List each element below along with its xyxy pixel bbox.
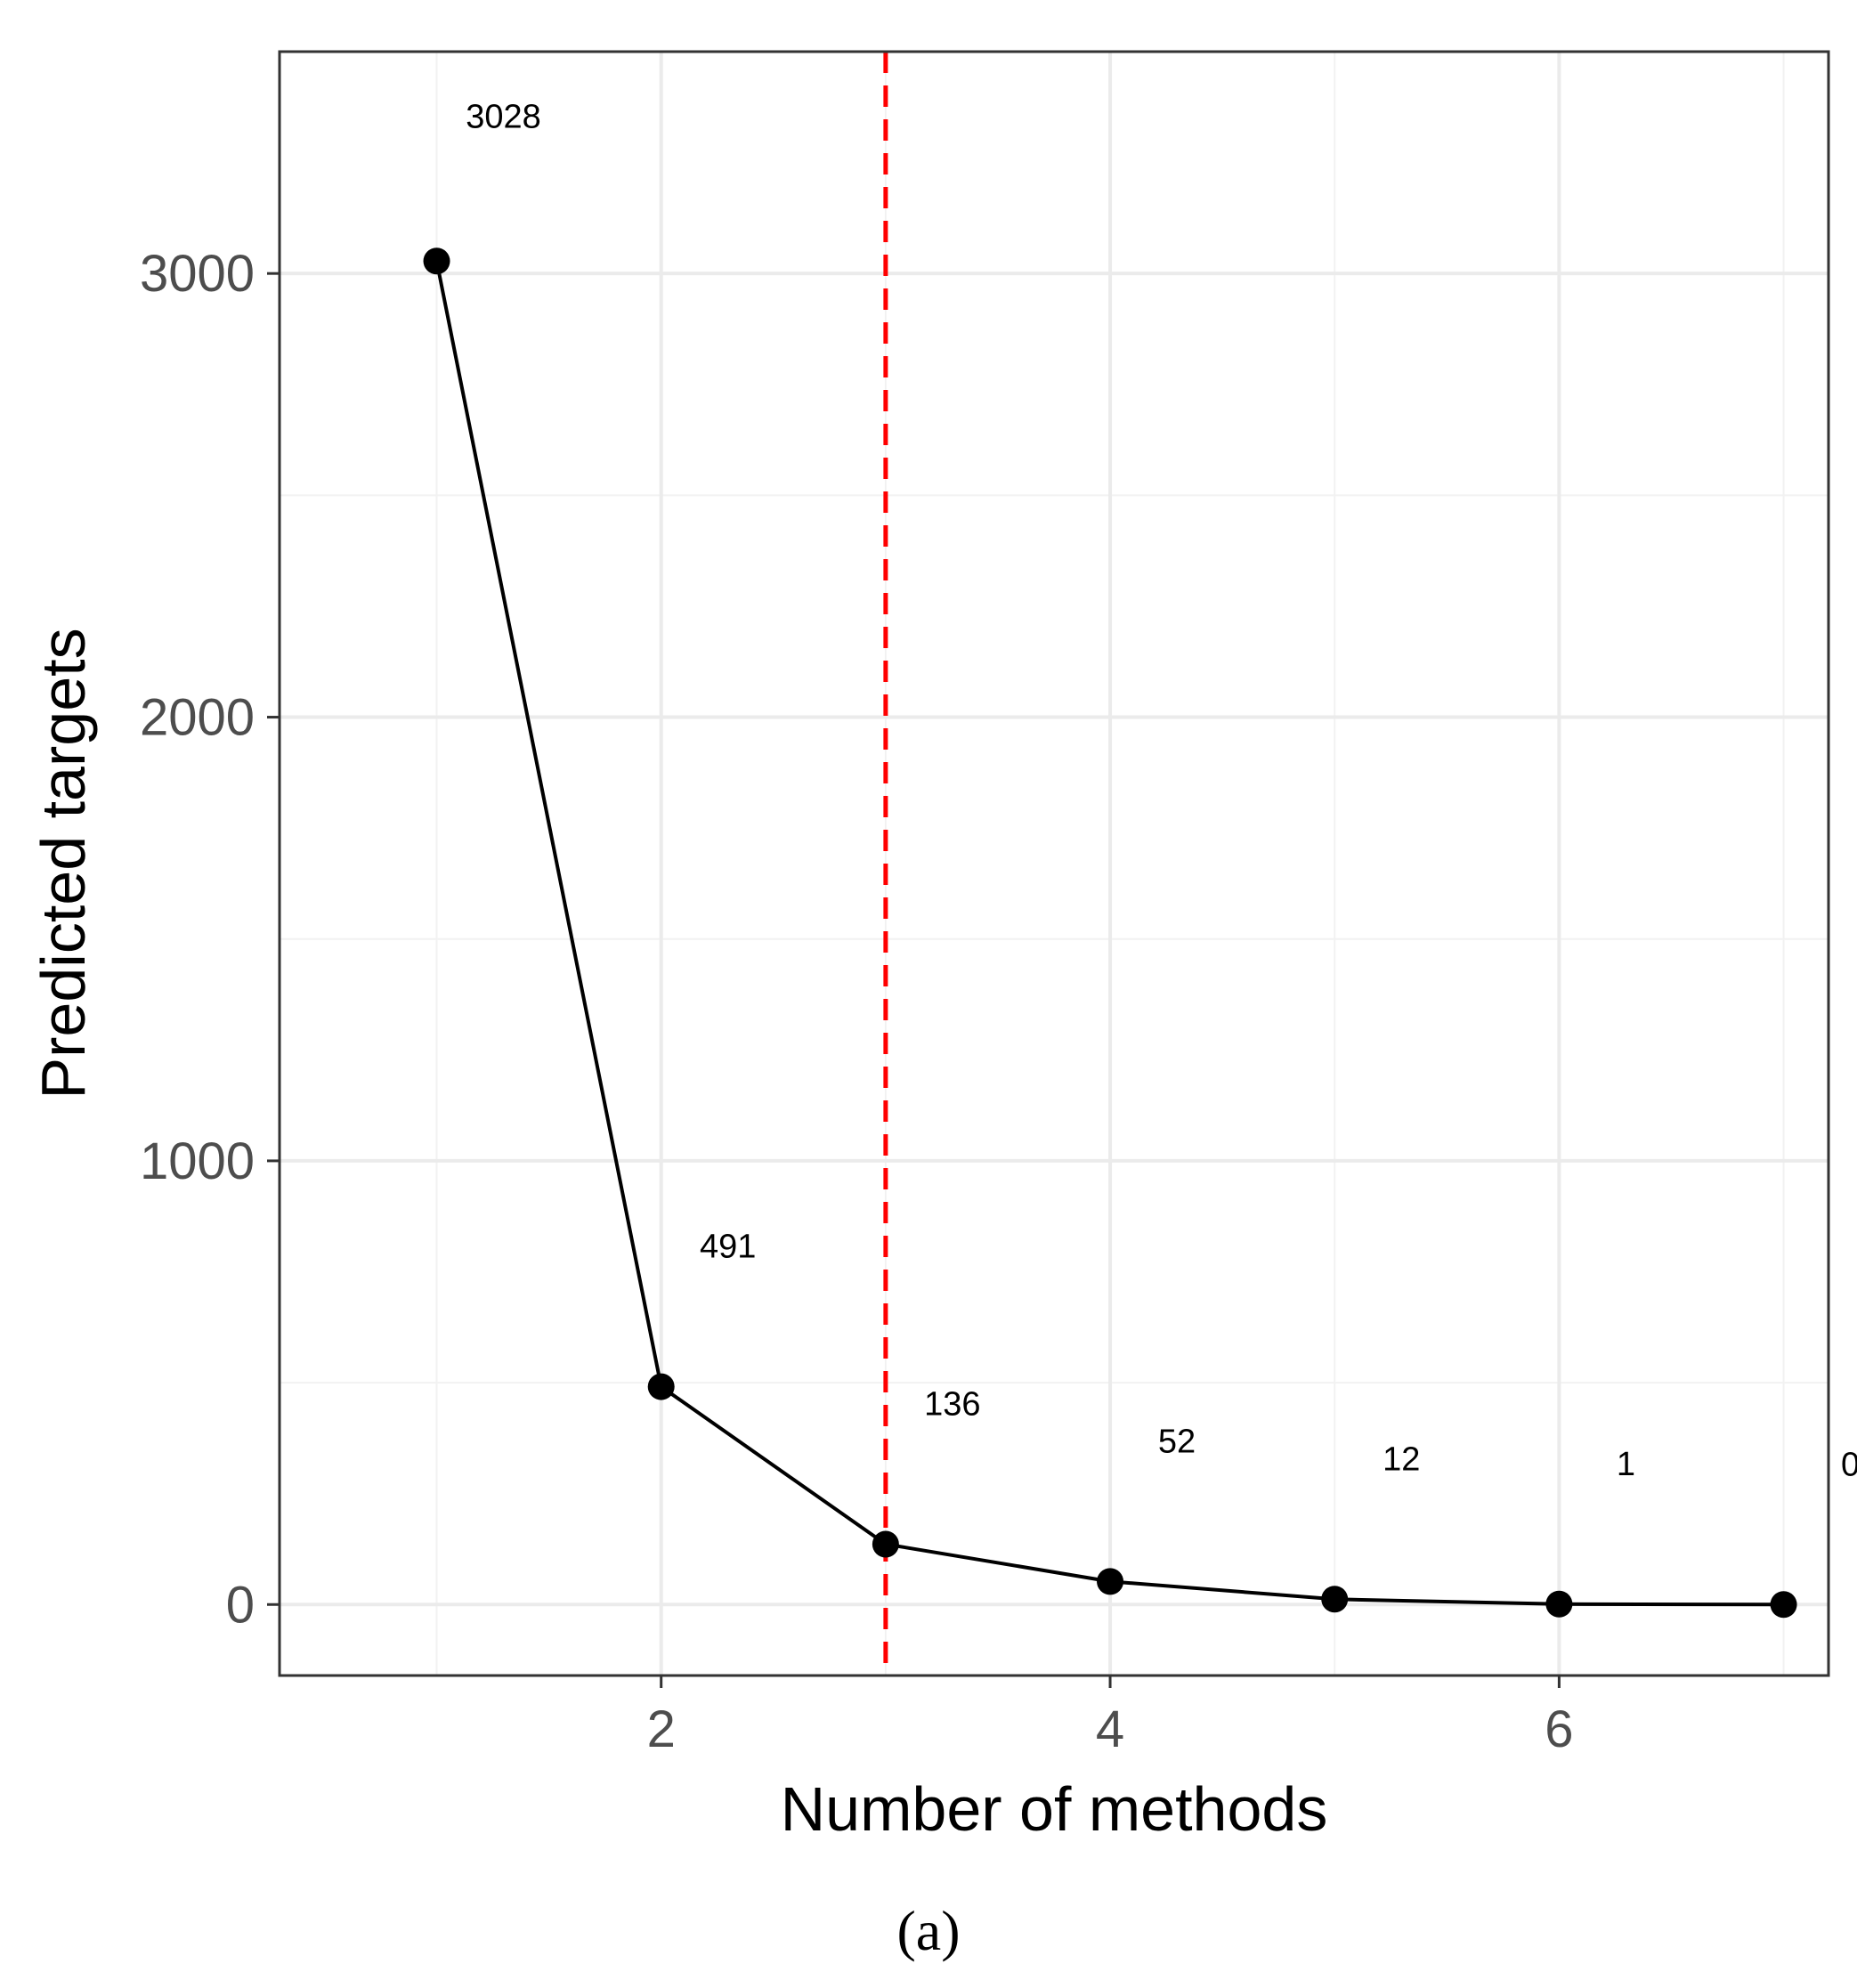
axes: 2 4 6 0 1000 2000 3000	[140, 245, 1574, 1758]
data-point	[872, 1530, 899, 1558]
y-tick-label: 3000	[140, 245, 255, 303]
data-point	[1321, 1586, 1349, 1613]
data-label: 3028	[466, 99, 541, 136]
y-tick-label: 2000	[140, 689, 255, 747]
panel-border	[278, 50, 1830, 1677]
grid	[280, 52, 1829, 1676]
data-point	[1097, 1568, 1124, 1595]
data-point	[1545, 1590, 1573, 1618]
y-tick-label: 0	[226, 1576, 255, 1634]
data-label: 0	[1841, 1446, 1857, 1483]
x-tick-label: 4	[1096, 1700, 1124, 1758]
panel-background	[280, 52, 1829, 1676]
data-series	[423, 247, 1797, 1619]
panel-label: (a)	[896, 1899, 960, 1962]
x-tick-label: 6	[1545, 1700, 1573, 1758]
y-axis-title: Predicted targets	[28, 628, 98, 1099]
data-label: 136	[924, 1385, 980, 1423]
data-label: 12	[1383, 1440, 1420, 1478]
data-point	[423, 247, 450, 275]
data-point	[1770, 1591, 1797, 1619]
data-label: 1	[1617, 1446, 1635, 1483]
y-tick-label: 1000	[140, 1132, 255, 1190]
data-label: 52	[1158, 1423, 1196, 1460]
data-label: 491	[700, 1229, 756, 1266]
data-labels: 3028 491 136 52 12 1 0	[466, 99, 1857, 1484]
x-tick-label: 2	[647, 1700, 676, 1758]
data-point	[647, 1373, 675, 1400]
x-axis-title: Number of methods	[781, 1774, 1328, 1844]
